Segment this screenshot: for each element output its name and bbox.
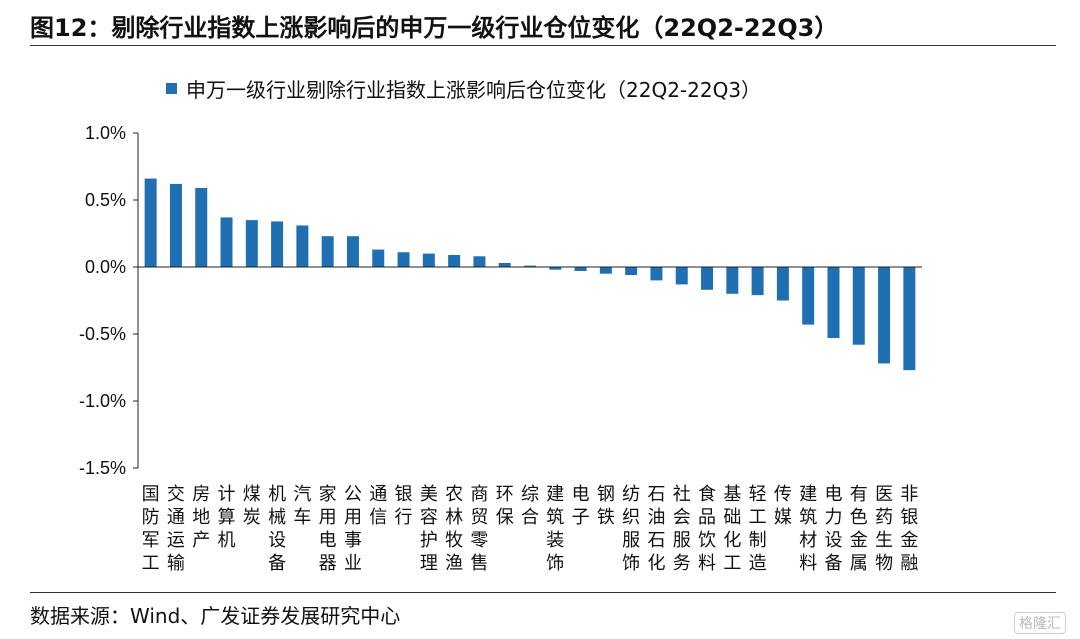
bar <box>321 236 334 267</box>
category-label: 汽车 <box>293 484 311 528</box>
bar <box>245 220 258 267</box>
category-labels: 国防军工交通运输房地产计算机煤炭机械设备汽车家用电器公用事业通信银行美容护理农林… <box>142 484 919 574</box>
category-label: 商贸零售 <box>470 484 488 574</box>
bar <box>625 267 638 276</box>
category-label: 电子 <box>572 484 590 528</box>
category-label: 交通运输 <box>167 484 185 574</box>
bar <box>574 267 587 272</box>
bar <box>220 217 233 267</box>
category-label: 通信 <box>369 484 387 528</box>
top-rule <box>30 45 1056 46</box>
category-label: 银行 <box>395 484 413 528</box>
bar <box>751 267 764 296</box>
category-label: 非银金融 <box>900 484 918 574</box>
bar <box>296 225 309 267</box>
bar <box>878 267 891 364</box>
category-label: 综合 <box>521 484 539 528</box>
category-label: 环保 <box>496 484 514 528</box>
category-label: 石油石化 <box>647 484 665 574</box>
bar <box>144 178 157 267</box>
category-label: 煤炭 <box>243 484 261 528</box>
source-note: 数据来源：Wind、广发证券发展研究中心 <box>30 604 401 628</box>
bar <box>650 267 663 281</box>
bar <box>169 183 182 267</box>
category-label: 电力设备 <box>824 484 842 574</box>
y-tick-label: -0.5% <box>79 324 126 344</box>
bar <box>498 262 511 267</box>
bar <box>675 267 688 285</box>
category-label: 纺织服饰 <box>622 484 640 574</box>
category-label: 公用事业 <box>344 484 362 574</box>
y-axis: 1.0% 0.5% 0.0% -0.5% -1.0% -1.5% <box>79 123 139 478</box>
bar <box>372 249 385 267</box>
bar <box>346 236 359 267</box>
bar <box>776 267 789 301</box>
figure-title: 图12：剔除行业指数上涨影响后的申万一级行业仓位变化（22Q2-22Q3） <box>30 14 839 42</box>
category-label: 建筑装饰 <box>546 484 564 574</box>
category-label: 食品饮料 <box>698 484 716 574</box>
y-tick-label: -1.0% <box>79 391 126 411</box>
category-label: 基础化工 <box>723 484 741 574</box>
category-label: 社会服务 <box>673 484 691 574</box>
category-label: 国防军工 <box>142 484 160 574</box>
bar <box>599 267 612 274</box>
category-label: 家用电器 <box>319 484 337 574</box>
y-tick-label: 1.0% <box>85 123 126 143</box>
bar <box>802 267 815 325</box>
category-label: 房地产 <box>192 484 210 551</box>
y-tick-label: -1.5% <box>79 458 126 478</box>
category-label: 建筑材料 <box>799 484 817 574</box>
bars-group <box>144 178 916 371</box>
bar <box>397 252 410 267</box>
legend-label: 申万一级行业剔除行业指数上涨影响后仓位变化（22Q2-22Q3） <box>186 78 761 102</box>
y-tick-label: 0.5% <box>85 190 126 210</box>
category-label: 医药生物 <box>875 484 893 574</box>
bar <box>726 267 739 294</box>
category-label: 机械设备 <box>268 484 286 574</box>
bar <box>271 221 284 267</box>
bar <box>422 253 435 267</box>
bar <box>473 256 486 267</box>
category-label: 钢铁 <box>597 484 615 528</box>
category-label: 美容护理 <box>420 484 438 574</box>
bar <box>524 265 536 267</box>
bottom-rule <box>30 592 1056 593</box>
bar <box>701 267 714 290</box>
bar <box>827 267 840 339</box>
category-label: 农林牧渔 <box>445 484 463 574</box>
y-tick-label: 0.0% <box>85 257 126 277</box>
category-label: 轻工制造 <box>749 484 767 574</box>
bar <box>448 254 461 267</box>
bar <box>195 187 208 267</box>
category-label: 计算机 <box>218 484 236 551</box>
bar <box>903 267 916 371</box>
legend-swatch <box>166 83 177 94</box>
bar <box>549 267 562 270</box>
category-label: 传媒 <box>774 484 792 528</box>
watermark-logo: 格隆汇 <box>1014 612 1066 634</box>
bar <box>852 267 865 345</box>
category-label: 有色金属 <box>850 484 868 574</box>
